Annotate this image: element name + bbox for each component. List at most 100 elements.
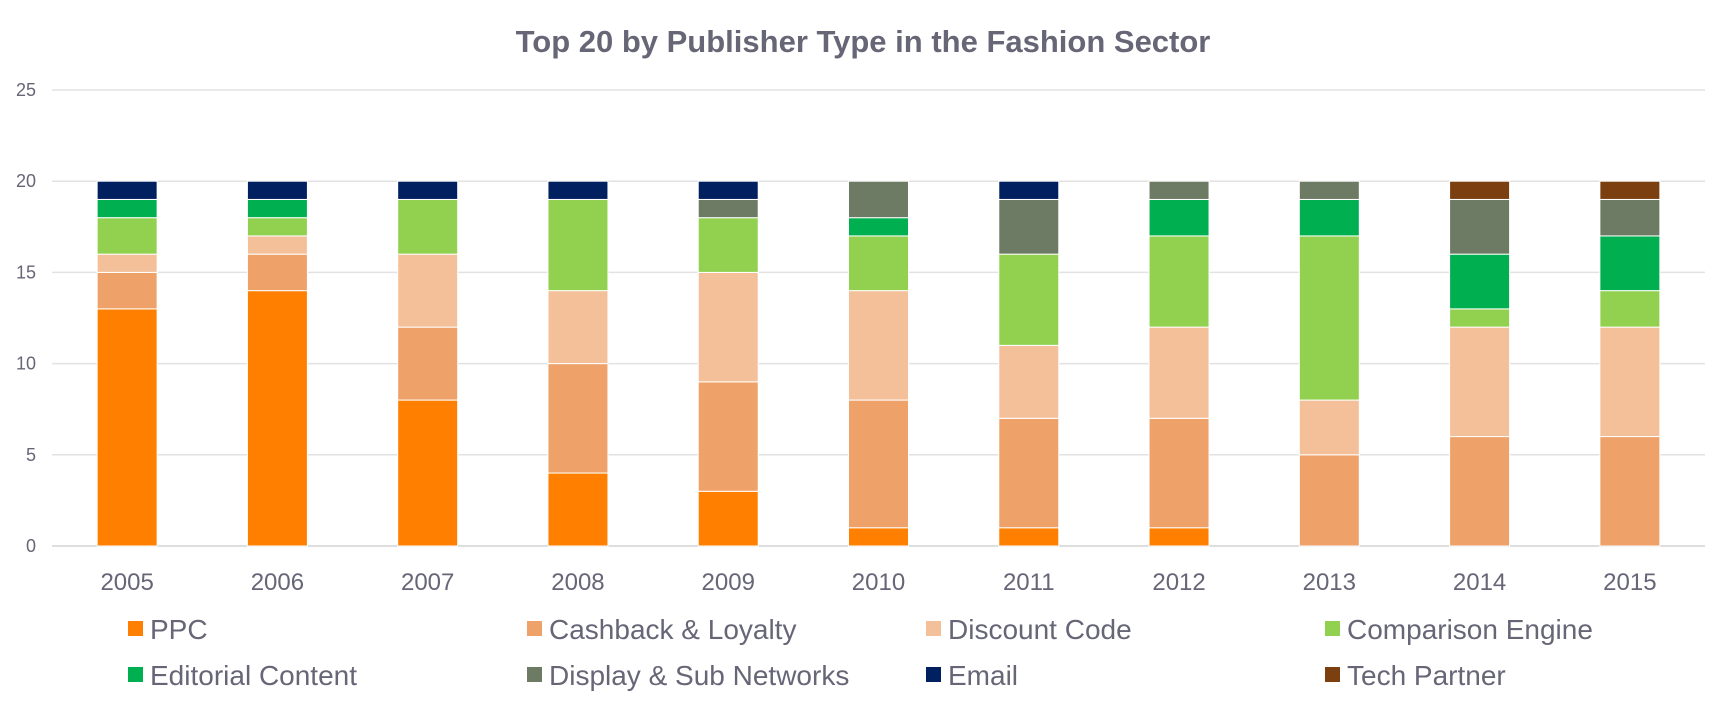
bar-segment (96, 180, 158, 200)
bars (96, 180, 1661, 547)
bar-segment (1449, 308, 1511, 328)
bar-segment (998, 180, 1060, 200)
bar-segment (1148, 527, 1210, 547)
bar-stack-2005 (96, 180, 158, 547)
bar-segment (697, 180, 759, 200)
bar-segment (246, 198, 308, 219)
bar-segment (1599, 326, 1661, 438)
bar-stack-2012 (1148, 180, 1210, 547)
legend-label: Discount Code (948, 614, 1132, 645)
x-tick-label: 2006 (251, 569, 304, 596)
legend-swatch (527, 667, 542, 682)
legend-label: Editorial Content (150, 660, 357, 691)
bar-stack-2009 (697, 180, 759, 547)
bar-segment (998, 198, 1060, 255)
y-tick-label: 5 (26, 445, 36, 465)
legend-item[interactable]: Display & Sub Networks (527, 660, 849, 691)
legend-label: Display & Sub Networks (549, 660, 849, 691)
bar-segment (998, 417, 1060, 529)
legend-swatch (1325, 621, 1340, 636)
x-tick-label: 2007 (401, 569, 454, 596)
bar-segment (848, 235, 909, 292)
legend-item[interactable]: Cashback & Loyalty (527, 614, 796, 645)
bar-segment (1599, 180, 1661, 200)
legend-label: Tech Partner (1347, 660, 1506, 691)
bar-segment (848, 527, 909, 547)
bar-segment (848, 180, 909, 219)
legend-item[interactable]: Editorial Content (128, 660, 357, 691)
x-tick-label: 2011 (1003, 569, 1055, 596)
bar-segment (547, 363, 609, 474)
bar-segment (697, 381, 759, 492)
bar-segment (246, 235, 308, 255)
bar-segment (397, 253, 459, 328)
bar-stack-2013 (1298, 180, 1360, 547)
bar-stack-2010 (848, 180, 909, 547)
bar-stack-2007 (397, 180, 459, 547)
y-axis-ticks: 0 5 10 15 20 25 (16, 80, 36, 556)
legend-item[interactable]: Discount Code (926, 614, 1132, 645)
bar-segment (697, 198, 759, 219)
x-tick-label: 2012 (1152, 569, 1205, 596)
y-tick-label: 15 (16, 262, 36, 282)
bar-stack-2015 (1599, 180, 1661, 547)
bar-segment (1449, 180, 1511, 200)
x-tick-label: 2014 (1453, 569, 1506, 596)
y-tick-label: 25 (16, 80, 36, 100)
bar-segment (547, 180, 609, 200)
bar-stack-2014 (1449, 180, 1511, 547)
legend-swatch (926, 667, 941, 682)
legend-label: PPC (150, 614, 208, 645)
bar-segment (1298, 180, 1360, 200)
bar-segment (1148, 417, 1210, 529)
bar-segment (1298, 198, 1360, 237)
bar-segment (397, 326, 459, 401)
legend-item[interactable]: Email (926, 660, 1018, 691)
bar-segment (998, 527, 1060, 547)
bar-segment (1148, 180, 1210, 200)
bar-segment (246, 253, 308, 292)
bar-segment (1599, 436, 1661, 547)
bar-segment (96, 198, 158, 219)
bar-segment (1298, 454, 1360, 547)
legend-label: Comparison Engine (1347, 614, 1593, 645)
bar-segment (1599, 235, 1661, 292)
legend-swatch (1325, 667, 1340, 682)
bar-segment (397, 180, 459, 200)
legend: PPC Cashback & Loyalty Discount Code Compar… (128, 614, 1593, 691)
bar-segment (96, 253, 158, 273)
legend-item[interactable]: Tech Partner (1325, 660, 1506, 691)
bar-segment (1449, 253, 1511, 310)
bar-segment (848, 399, 909, 529)
bar-segment (1148, 198, 1210, 237)
legend-swatch (926, 621, 941, 636)
bar-segment (96, 271, 158, 310)
bar-segment (397, 399, 459, 547)
legend-swatch (527, 621, 542, 636)
legend-label: Email (948, 660, 1018, 691)
legend-item[interactable]: Comparison Engine (1325, 614, 1593, 645)
bar-segment (1449, 436, 1511, 547)
bar-stack-2006 (246, 180, 308, 547)
chart-title: Top 20 by Publisher Type in the Fashion … (516, 24, 1211, 59)
bar-segment (697, 490, 759, 547)
x-tick-label: 2005 (100, 569, 153, 596)
bar-segment (246, 217, 308, 237)
x-tick-label: 2010 (852, 569, 905, 596)
bar-segment (697, 217, 759, 273)
y-tick-label: 10 (16, 354, 36, 374)
bar-segment (998, 344, 1060, 419)
bar-segment (1298, 235, 1360, 401)
legend-item[interactable]: PPC (128, 614, 208, 645)
bar-segment (1298, 399, 1360, 456)
legend-label: Cashback & Loyalty (549, 614, 796, 645)
bar-stack-2011 (998, 180, 1060, 547)
bar-segment (547, 198, 609, 292)
bar-segment (397, 198, 459, 255)
bar-segment (547, 472, 609, 547)
legend-swatch (128, 621, 143, 636)
bar-segment (697, 271, 759, 383)
x-tick-label: 2013 (1303, 569, 1356, 596)
y-tick-label: 0 (26, 536, 36, 556)
